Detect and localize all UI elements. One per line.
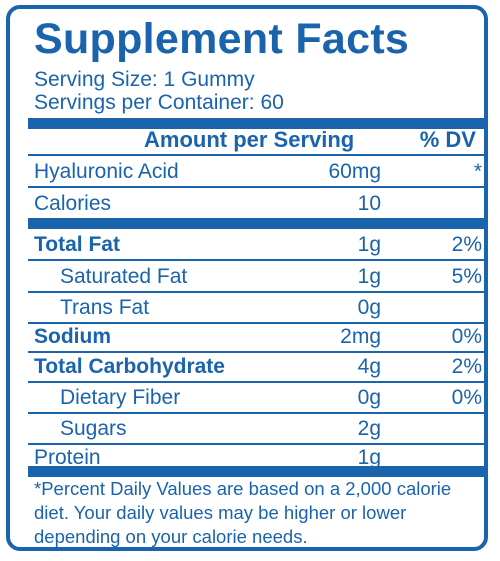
- nutrient-dv: 5%: [451, 265, 482, 288]
- nutrient-amount: 0g: [357, 296, 381, 319]
- amount-per-serving-header: Amount per Serving: [144, 127, 355, 152]
- nutrient-row: Total Carbohydrate 4g 2%: [28, 351, 484, 383]
- nutrient-row: Saturated Fat 1g 5%: [28, 261, 484, 293]
- nutrient-row: Trans Fat 0g: [28, 292, 484, 324]
- servings-per-container: Servings per Container: 60: [34, 91, 284, 114]
- nutrient-dv: 0%: [451, 325, 482, 348]
- nutrient-row: Dietary Fiber 0g 0%: [28, 382, 484, 414]
- nutrient-row: Sodium 2mg 0%: [28, 321, 484, 353]
- nutrient-row: Hyaluronic Acid 60mg *: [28, 156, 484, 188]
- serving-size: Serving Size: 1 Gummy: [34, 68, 255, 91]
- section-divider: [28, 218, 484, 229]
- daily-value-footnote: *Percent Daily Values are based on a 2,0…: [34, 478, 452, 547]
- percent-dv-header: % DV: [419, 127, 476, 152]
- nutrient-amount: 10: [357, 192, 381, 215]
- nutrient-amount: 2mg: [340, 325, 381, 348]
- nutrient-name: Protein: [34, 446, 101, 469]
- nutrient-amount: 0g: [357, 386, 381, 409]
- header-divider: [28, 118, 484, 129]
- nutrient-amount: 4g: [357, 355, 381, 378]
- nutrient-amount: 1g: [357, 233, 381, 256]
- nutrient-dv: *: [473, 160, 482, 183]
- nutrient-name: Trans Fat: [60, 296, 150, 319]
- nutrient-name: Hyaluronic Acid: [34, 160, 179, 183]
- nutrient-name: Sugars: [60, 417, 127, 440]
- panel-title: Supplement Facts: [34, 15, 410, 63]
- nutrient-amount: 1g: [357, 446, 381, 469]
- nutrient-name: Total Fat: [34, 233, 120, 256]
- nutrient-name: Sodium: [34, 325, 111, 348]
- nutrient-amount: 1g: [357, 265, 381, 288]
- nutrient-row: Total Fat 1g 2%: [28, 229, 484, 261]
- nutrient-name: Saturated Fat: [60, 265, 188, 288]
- nutrient-amount: 2g: [357, 417, 381, 440]
- header-rule: [28, 154, 484, 156]
- nutrient-amount: 60mg: [328, 160, 381, 183]
- nutrient-dv: 2%: [451, 233, 482, 256]
- nutrient-row: Protein 1g: [28, 442, 484, 472]
- nutrient-dv: 2%: [451, 355, 482, 378]
- nutrient-name: Dietary Fiber: [60, 386, 181, 409]
- nutrient-name: Calories: [34, 192, 112, 215]
- nutrient-name: Total Carbohydrate: [34, 355, 225, 378]
- supplement-facts-panel: Supplement Facts Serving Size: 1 Gummy S…: [6, 5, 488, 551]
- nutrient-row: Calories 10: [28, 188, 484, 218]
- nutrient-row: Sugars 2g: [28, 413, 484, 445]
- nutrient-dv: 0%: [451, 386, 482, 409]
- footer-divider: [28, 466, 484, 477]
